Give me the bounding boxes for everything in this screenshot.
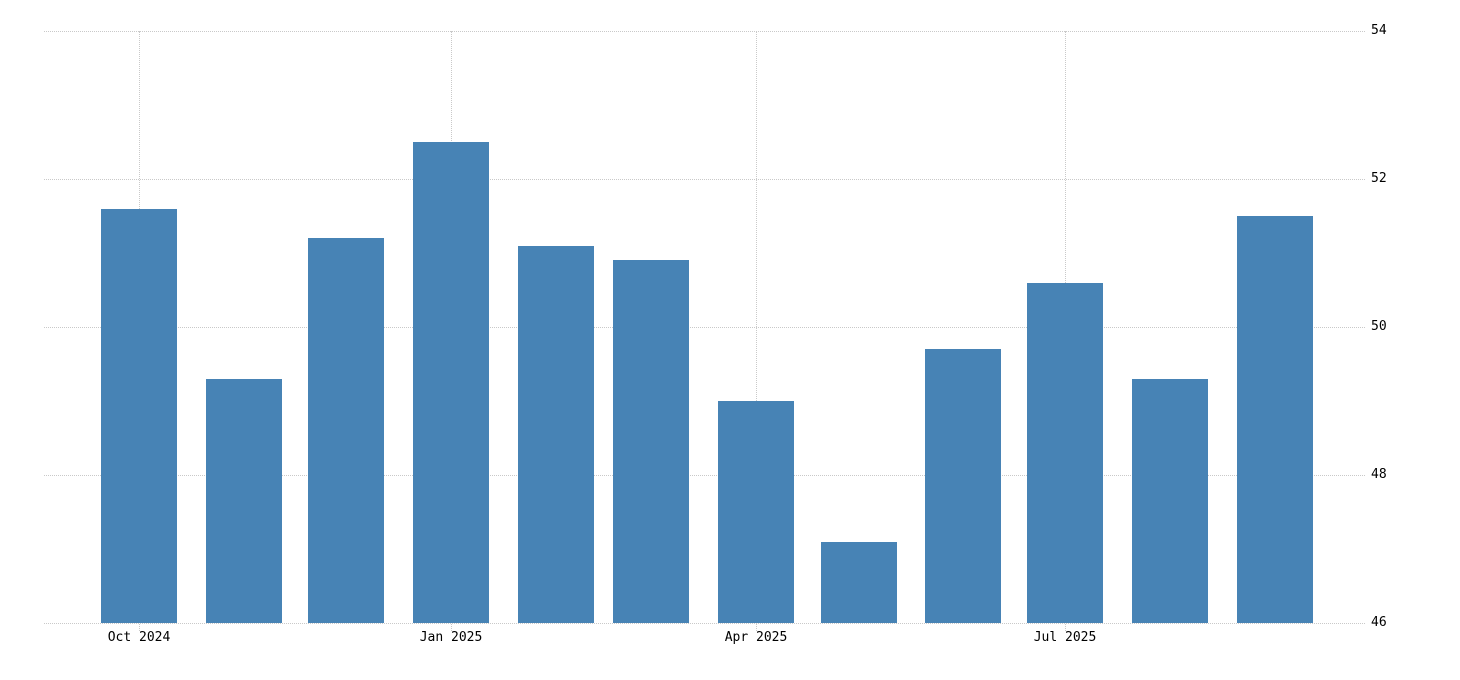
- x-tick-label: Apr 2025: [724, 630, 788, 645]
- x-tick-label: Jul 2025: [1033, 630, 1097, 645]
- y-tick-label: 52: [1371, 171, 1387, 186]
- bar-oct-2024[interactable]: [101, 208, 177, 623]
- horizontal-gridline: [44, 31, 1365, 32]
- bar-dec-2024[interactable]: [308, 238, 384, 623]
- x-tick-label: Oct 2024: [107, 630, 171, 645]
- y-tick-label: 54: [1371, 23, 1387, 38]
- bar-jul-2025[interactable]: [1027, 282, 1103, 623]
- horizontal-gridline: [44, 475, 1365, 476]
- y-tick-label: 46: [1371, 615, 1387, 630]
- bar-jan-2025[interactable]: [413, 142, 489, 623]
- horizontal-gridline: [44, 179, 1365, 180]
- bar-feb-2025[interactable]: [518, 245, 594, 623]
- y-tick-label: 50: [1371, 319, 1387, 334]
- bar-nov-2024[interactable]: [206, 378, 282, 623]
- x-tick-label: Jan 2025: [419, 630, 483, 645]
- bar-aug-2025[interactable]: [1132, 378, 1208, 623]
- bar-may-2025[interactable]: [821, 541, 897, 623]
- plot-area: [44, 31, 1365, 631]
- vertical-gridline: [756, 31, 757, 631]
- bar-sep-2025[interactable]: [1237, 216, 1313, 623]
- horizontal-gridline: [44, 623, 1365, 624]
- bar-jun-2025[interactable]: [925, 349, 1001, 623]
- y-tick-label: 48: [1371, 467, 1387, 482]
- bar-mar-2025[interactable]: [613, 260, 689, 623]
- bar-apr-2025[interactable]: [718, 401, 794, 623]
- horizontal-gridline: [44, 327, 1365, 328]
